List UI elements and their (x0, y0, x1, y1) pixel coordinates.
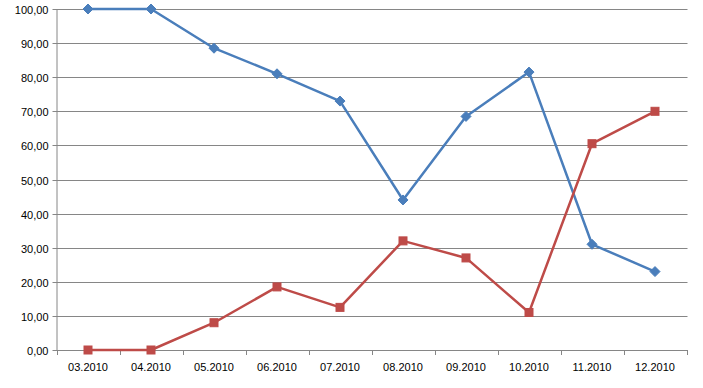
marker (146, 4, 156, 14)
x-tick (687, 350, 688, 355)
x-tick (309, 350, 310, 355)
x-tick-label: 07.2010 (320, 361, 360, 373)
marker (525, 308, 533, 316)
plot-area (83, 4, 660, 354)
x-tick-label: 12.2010 (635, 361, 675, 373)
marker (272, 69, 282, 79)
y-tick-label: 70,00 (21, 106, 49, 118)
grid-line (53, 214, 688, 215)
marker (461, 111, 471, 121)
marker (588, 140, 596, 148)
x-tick-label: 04.2010 (131, 361, 171, 373)
y-tick-label: 90,00 (21, 38, 49, 50)
marker (83, 4, 93, 14)
y-tick-label: 40,00 (21, 209, 49, 221)
x-tick (435, 350, 436, 355)
marker (336, 303, 344, 311)
x-tick (183, 350, 184, 355)
marker (273, 283, 281, 291)
marker (650, 267, 660, 277)
y-tick-label: 10,00 (21, 311, 49, 323)
series-line (88, 111, 655, 350)
y-tick-label: 80,00 (21, 72, 49, 84)
y-axis: 0,00 10,00 20,00 30,00 40,00 50,00 60,00 70,00 8… (15, 4, 688, 357)
grid-line (53, 180, 688, 181)
x-tick-label: 03.2010 (68, 361, 108, 373)
y-tick-label: 30,00 (21, 243, 49, 255)
x-tick (498, 350, 499, 355)
marker (524, 67, 534, 77)
marker (651, 107, 659, 115)
y-tick-label: 50,00 (21, 175, 49, 187)
y-axis-line (57, 9, 58, 350)
marker (399, 237, 407, 245)
chart-container: 0,00 10,00 20,00 30,00 40,00 50,00 60,00 70,00 8… (0, 0, 703, 388)
x-tick (372, 350, 373, 355)
x-tick (57, 350, 58, 355)
x-tick-label: 08.2010 (383, 361, 423, 373)
marker (210, 319, 218, 327)
marker (209, 43, 219, 53)
chart-svg: 0,00 10,00 20,00 30,00 40,00 50,00 60,00 70,00 8… (0, 0, 703, 388)
grid-line (53, 316, 688, 317)
grid-line (53, 111, 688, 112)
x-tick-label: 05.2010 (194, 361, 234, 373)
x-tick (561, 350, 562, 355)
x-tick (246, 350, 247, 355)
y-tick-label: 0,00 (27, 345, 48, 357)
series (83, 4, 660, 277)
grid-line (53, 43, 688, 44)
x-tick-label: 06.2010 (257, 361, 297, 373)
marker (335, 96, 345, 106)
marker (462, 254, 470, 262)
x-tick (624, 350, 625, 355)
y-tick-label: 20,00 (21, 277, 49, 289)
y-tick-label: 100,00 (15, 4, 49, 16)
grid-line (53, 282, 688, 283)
x-tick-label: 11.2010 (573, 361, 612, 373)
marker (147, 346, 155, 354)
marker (398, 195, 408, 205)
marker (84, 346, 92, 354)
marker (587, 239, 597, 249)
x-tick-label: 09.2010 (446, 361, 486, 373)
grid-line (53, 77, 688, 78)
x-tick-label: 10.2010 (509, 361, 549, 373)
series-line (88, 9, 655, 272)
y-tick-label: 60,00 (21, 140, 49, 152)
series (84, 107, 659, 354)
